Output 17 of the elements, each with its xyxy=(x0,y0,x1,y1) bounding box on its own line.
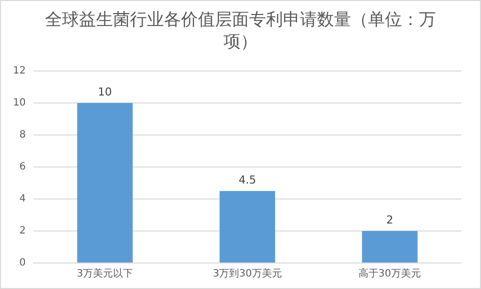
y-tick-label: 4 xyxy=(19,194,26,205)
bar xyxy=(362,231,418,262)
data-label: 4.5 xyxy=(238,173,256,186)
x-tick-label: 3万美元以下 xyxy=(76,268,134,280)
bar xyxy=(77,103,133,262)
y-tick-label: 10 xyxy=(12,98,26,109)
data-label: 10 xyxy=(98,85,112,98)
x-tick-label: 3万到30万美元 xyxy=(212,268,282,280)
y-tick-label: 2 xyxy=(19,226,26,237)
y-tick-label: 6 xyxy=(19,162,26,173)
y-tick-label: 8 xyxy=(19,130,26,141)
x-tick-label: 高于30万美元 xyxy=(358,268,422,280)
y-tick-label: 12 xyxy=(12,66,26,77)
data-label: 2 xyxy=(386,213,394,226)
bar xyxy=(220,191,276,262)
chart-title: 全球益生菌行业各价值层面专利申请数量（单位：万项） xyxy=(44,9,437,53)
y-tick-label: 0 xyxy=(19,258,26,269)
